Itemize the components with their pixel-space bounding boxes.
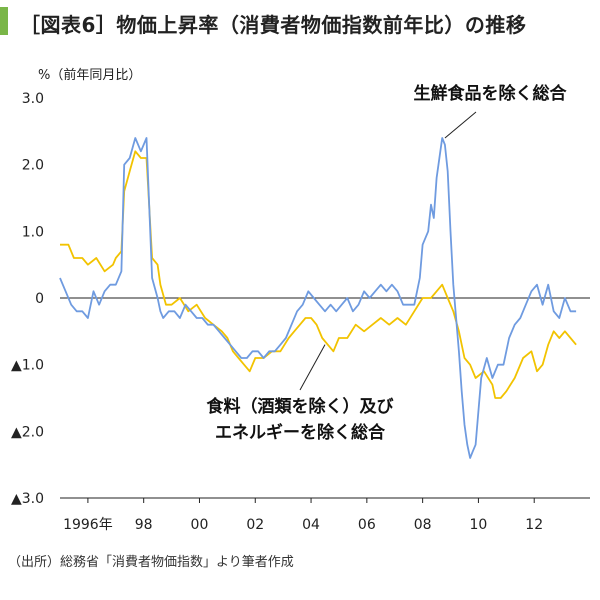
title-bar: ［図表6］物価上昇率（消費者物価指数前年比）の推移 [0, 0, 600, 44]
x-tick-label: 08 [414, 517, 432, 533]
title-accent-mark [0, 7, 8, 35]
y-tick-label: ▲2.0 [11, 424, 44, 440]
source-note: （出所）総務省「消費者物価指数」より筆者作成 [8, 555, 294, 570]
y-tick-label: 2.0 [22, 158, 44, 174]
annotation-label: 食料（酒類を除く）及び [207, 396, 394, 417]
annotation-label: エネルギーを除く総合 [215, 422, 386, 443]
annotation-leader-line [444, 111, 477, 139]
series-line-core-core-cpi [59, 137, 577, 459]
series-lines [59, 137, 577, 459]
x-tick-label: 06 [358, 517, 376, 533]
y-tick-label: 1.0 [22, 224, 44, 240]
x-tick-label: 04 [302, 517, 320, 533]
x-tick-labels: 1996年 98 00 02 04 06 08 10 12 [63, 498, 543, 533]
y-tick-label: 3.0 [22, 91, 44, 107]
y-tick-label: ▲1.0 [11, 358, 44, 374]
x-tick-label: 02 [246, 517, 264, 533]
annotation-label: 生鮮食品を除く総合 [414, 83, 568, 104]
y-tick-label: 0 [35, 291, 44, 307]
x-tick-label: 12 [525, 517, 543, 533]
x-tick-label: 1996年 [63, 517, 113, 533]
y-axis-unit-label: %（前年同月比） [38, 68, 142, 83]
x-tick-label: 00 [191, 517, 209, 533]
annotation-leader-line [299, 344, 326, 391]
x-tick-label: 10 [470, 517, 488, 533]
y-tick-label: ▲3.0 [11, 491, 44, 507]
series-line-core-cpi [60, 150, 577, 399]
y-tick-labels: 3.0 2.0 1.0 0 ▲1.0 ▲2.0 ▲3.0 [11, 91, 44, 507]
x-tick-label: 98 [135, 517, 153, 533]
chart-title: ［図表6］物価上昇率（消費者物価指数前年比）の推移 [20, 13, 527, 37]
